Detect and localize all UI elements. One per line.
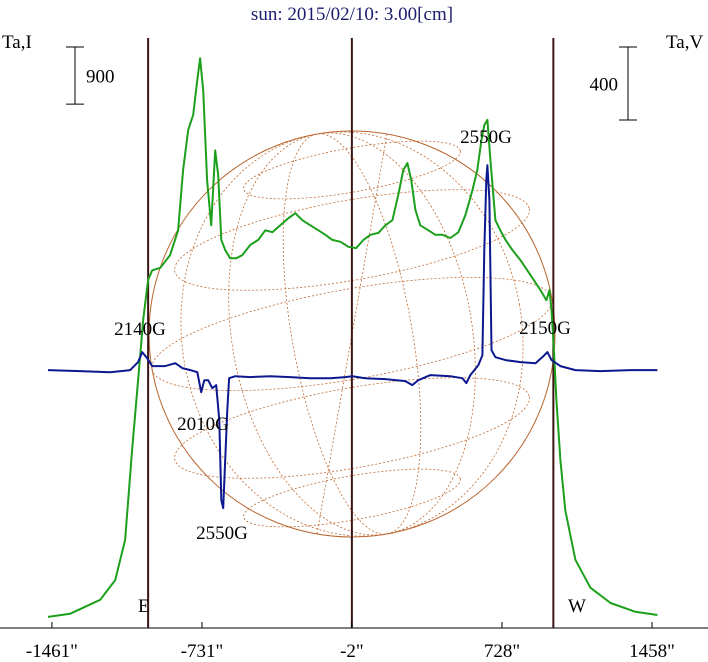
series-line: [47, 57, 658, 618]
annotation: 2010G: [177, 414, 229, 435]
x-tick-label: 1458": [629, 641, 675, 662]
annotation: 2140G: [114, 319, 166, 340]
series-line: [47, 164, 658, 510]
y2-axis-label: Ta,V: [666, 32, 703, 53]
scale-bar: [619, 46, 637, 121]
y-axis-label: Ta,I: [2, 32, 32, 53]
x-tick-label: -731": [181, 641, 224, 662]
scale-bar-label: 400: [590, 75, 619, 96]
x-tick-label: -1461": [26, 641, 78, 662]
limb-label: E: [138, 596, 150, 617]
chart-title: sun: 2015/02/10: 3.00[cm]: [251, 4, 453, 25]
annotation: 2550G: [460, 127, 512, 148]
annotation: 2150G: [519, 318, 571, 339]
x-tick-label: 728": [484, 641, 520, 662]
x-tick-label: -2": [340, 641, 364, 662]
scale-bar-label: 900: [86, 67, 115, 88]
scale-bar: [66, 46, 84, 105]
limb-label: W: [568, 596, 586, 617]
annotation: 2550G: [196, 523, 248, 544]
